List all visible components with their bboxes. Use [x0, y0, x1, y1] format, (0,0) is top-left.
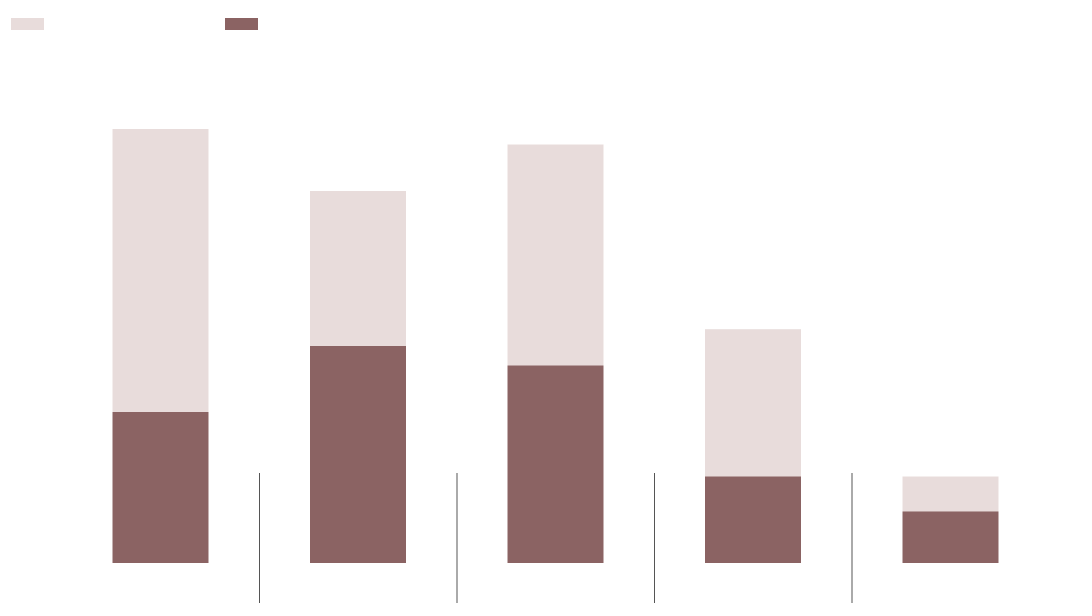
legend-swatch-series-1 — [11, 18, 44, 30]
bar-segment-series-1-category-2 — [507, 144, 604, 366]
bar-segment-series-1-category-3 — [705, 329, 801, 477]
bars — [112, 129, 999, 563]
bar-segment-series-1-category-4 — [902, 476, 999, 512]
category-separators — [259, 473, 853, 603]
bar-segment-series-0-category-4 — [902, 511, 999, 563]
bar-segment-series-1-category-1 — [310, 191, 406, 346]
bar-segment-series-1-category-0 — [112, 129, 209, 412]
bar-segment-series-0-category-2 — [507, 365, 604, 563]
bar-segment-series-0-category-1 — [310, 346, 406, 563]
legend-swatch-series-0 — [225, 18, 258, 30]
legend — [11, 18, 258, 30]
bar-segment-series-0-category-0 — [112, 411, 209, 563]
bar-segment-series-0-category-3 — [705, 476, 801, 563]
